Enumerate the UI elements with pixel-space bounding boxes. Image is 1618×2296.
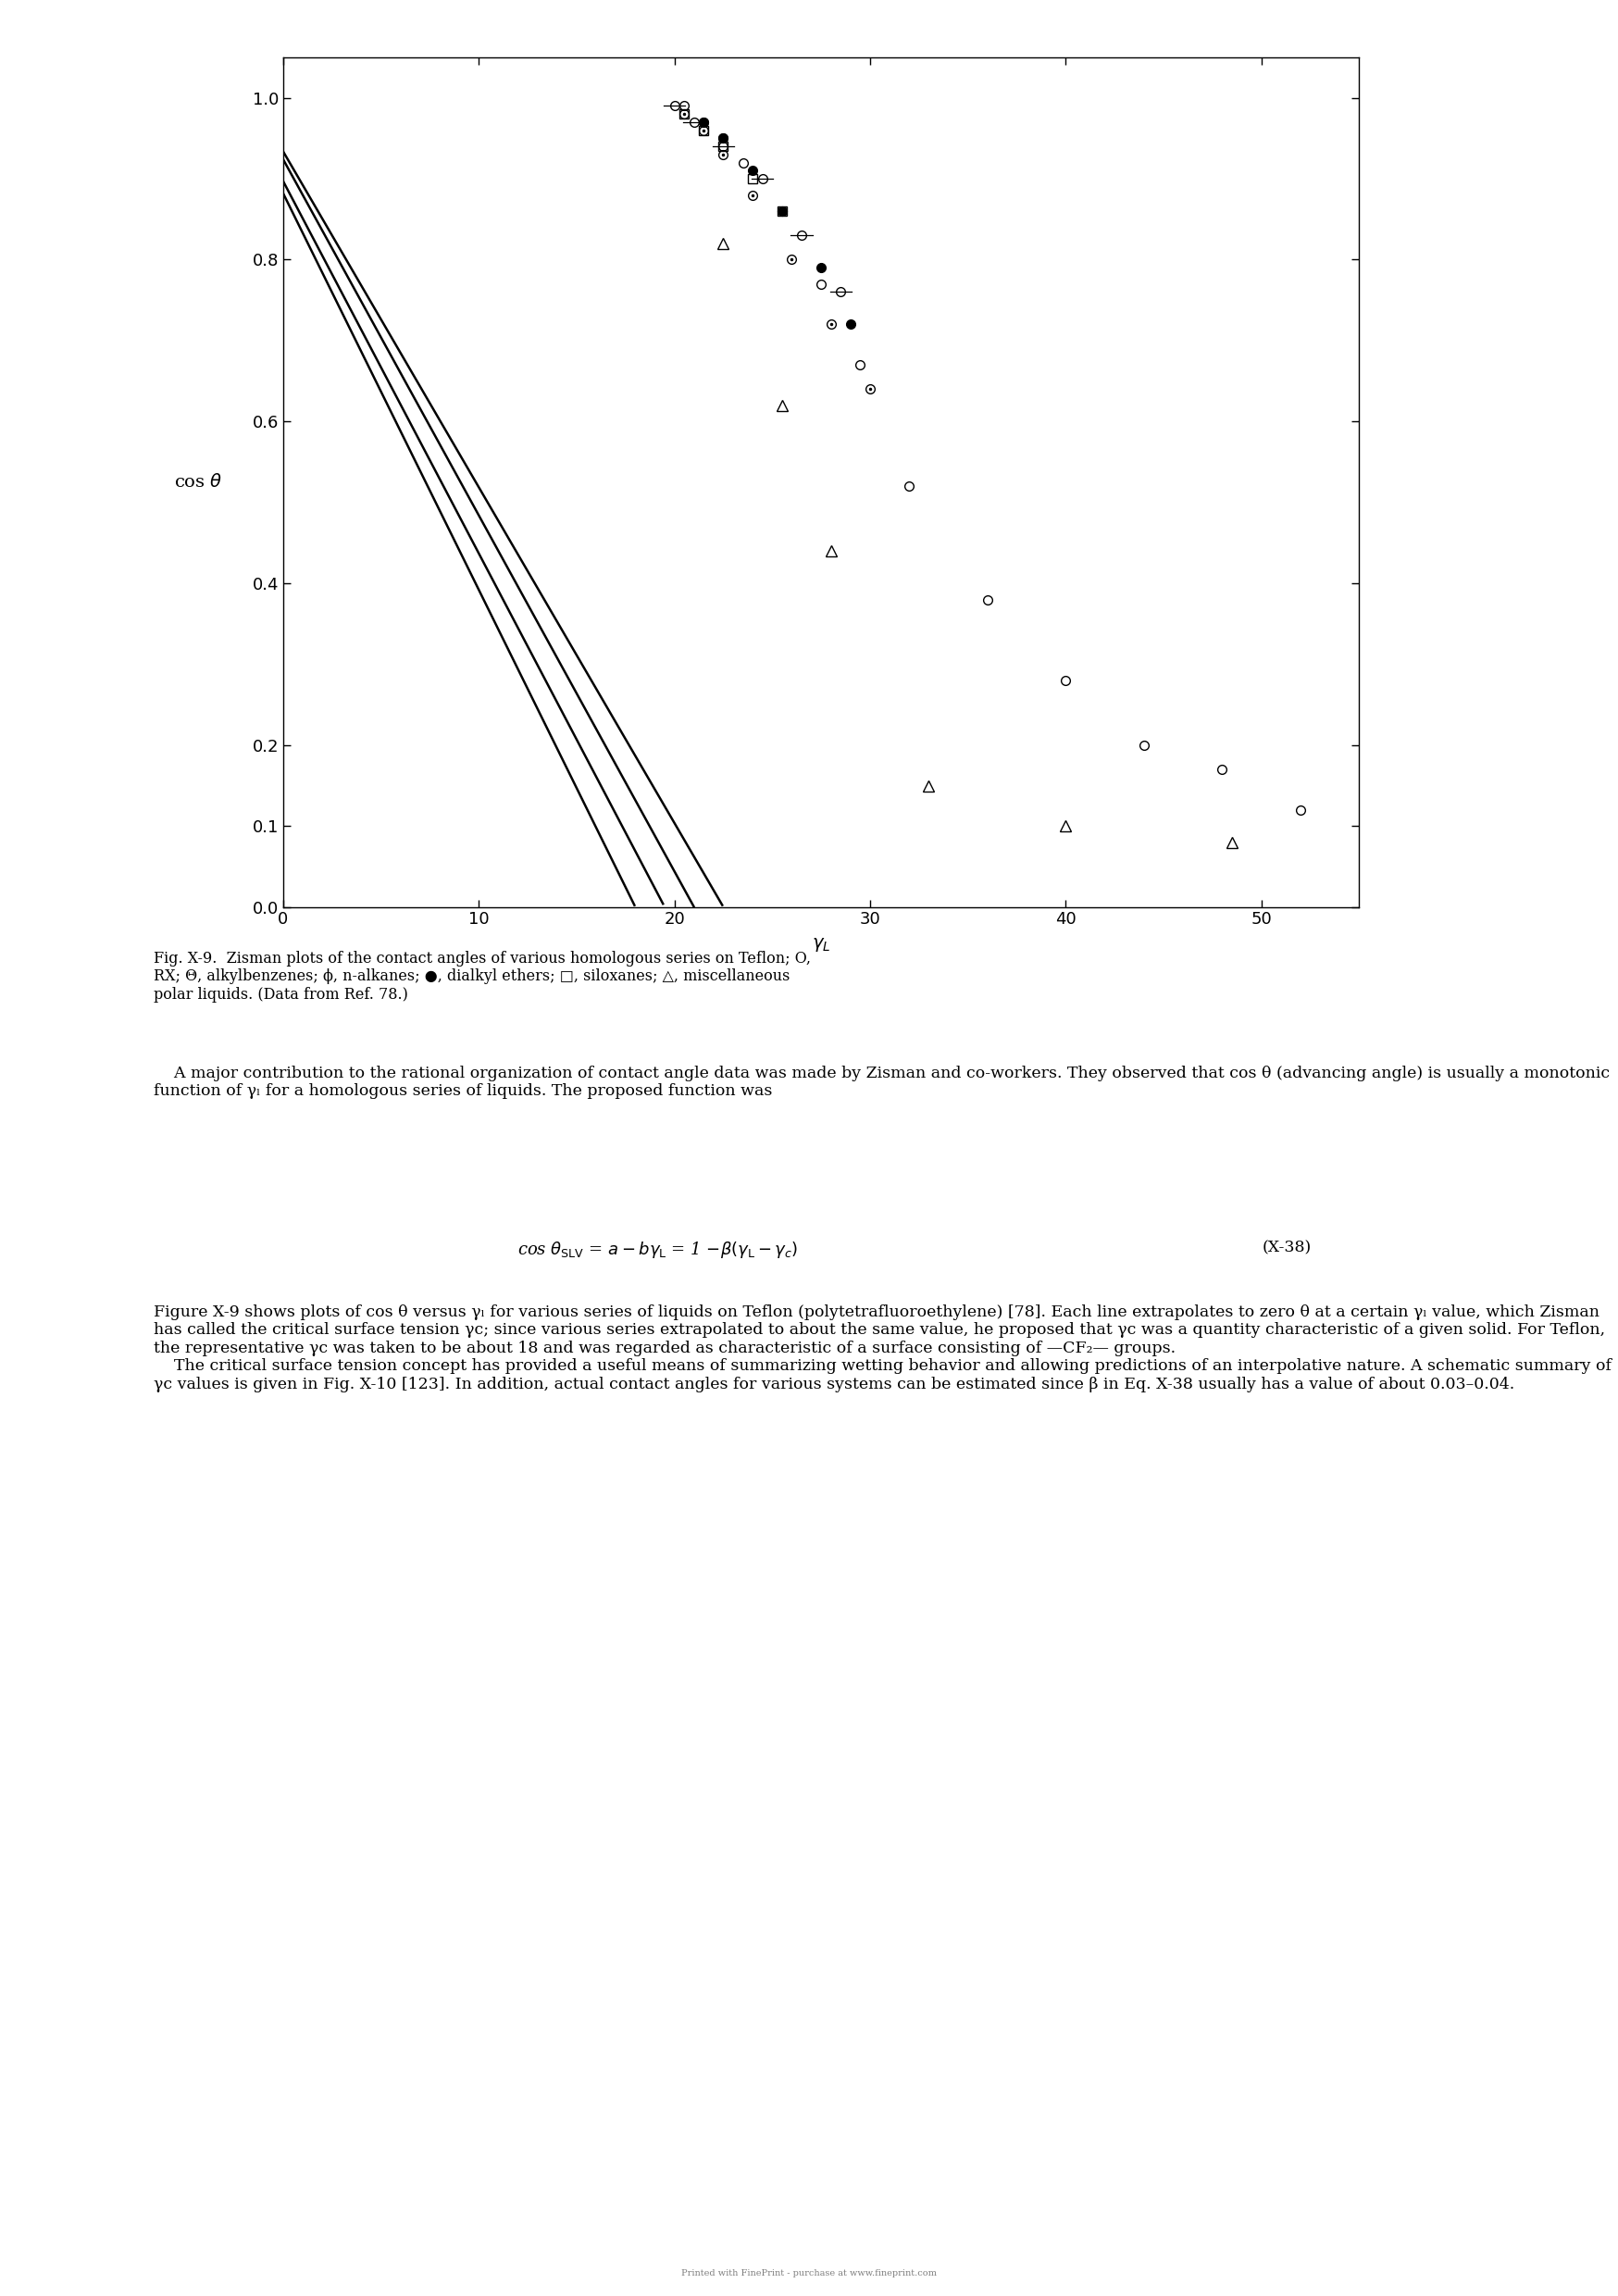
Text: Figure X-9 shows plots of cos θ versus γₗ for various series of liquids on Teflo: Figure X-9 shows plots of cos θ versus γ… xyxy=(154,1304,1612,1391)
Text: Fig. X-9.  Zisman plots of the contact angles of various homologous series on Te: Fig. X-9. Zisman plots of the contact an… xyxy=(154,951,811,1003)
Text: cos $\theta_{\rm SLV}$ = $a - b\gamma_{\rm L}$ = 1 $- \beta(\gamma_{\rm L} - \ga: cos $\theta_{\rm SLV}$ = $a - b\gamma_{\… xyxy=(518,1240,799,1261)
Y-axis label: cos $\theta$: cos $\theta$ xyxy=(175,473,223,491)
Text: (X-38): (X-38) xyxy=(1262,1240,1311,1256)
Text: Printed with FinePrint - purchase at www.fineprint.com: Printed with FinePrint - purchase at www… xyxy=(681,2268,937,2278)
X-axis label: $\gamma_L$: $\gamma_L$ xyxy=(812,937,830,953)
Text: A major contribution to the rational organization of contact angle data was made: A major contribution to the rational org… xyxy=(154,1065,1610,1100)
